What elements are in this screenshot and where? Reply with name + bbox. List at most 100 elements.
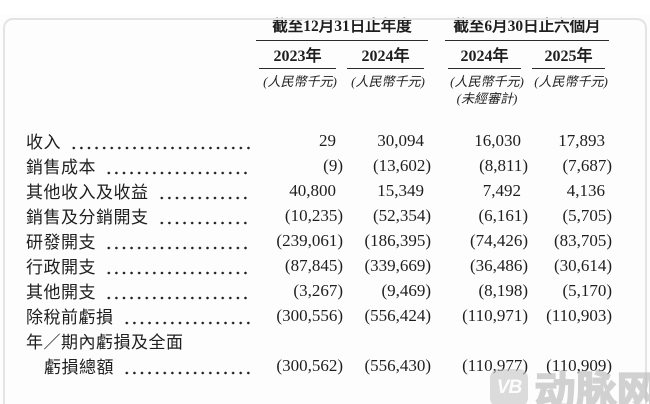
column-gap	[432, 90, 445, 107]
value-cell: (339,669)	[364, 255, 432, 275]
unaudited-note: (未經審計)	[456, 91, 518, 106]
row-label-cell: 銷售及分銷開支	[26, 203, 256, 228]
dot-leader	[105, 171, 250, 175]
value-cell: (9)	[323, 155, 343, 175]
table-row: 年／期內虧損及全面	[26, 328, 613, 353]
annual-period-title: 截至12月31日止年度	[256, 17, 429, 41]
value-cell	[256, 328, 344, 353]
value-cell: (186,395)	[364, 230, 432, 250]
year-header-2025: 2025年	[529, 41, 613, 69]
column-gap	[432, 278, 445, 303]
table-row: 虧損總額 (300,562) (556,430) (110,977) (110,909)	[26, 353, 613, 378]
dot-leader	[105, 271, 250, 275]
column-gap	[432, 178, 445, 203]
value-cell: (110,909)	[546, 355, 613, 375]
value-cell: 7,492	[482, 180, 522, 200]
unit-label: (人民幣千元)	[351, 74, 425, 89]
row-label-cell: 研發開支	[26, 228, 256, 253]
interim-period-title: 截至6月30日止六個月	[445, 17, 610, 41]
financial-summary-table: 截至12月31日止年度 截至6月30日止六個月 2023年 2024年 2024…	[26, 15, 613, 378]
value-cell: (3,267)	[293, 280, 343, 300]
dot-leader	[122, 321, 250, 325]
financial-table-page: 截至12月31日止年度 截至6月30日止六個月 2023年 2024年 2024…	[0, 15, 650, 404]
value-cell: (74,426)	[469, 230, 529, 250]
header-empty-cell	[529, 90, 613, 107]
dot-leader	[157, 221, 250, 225]
row-label: 年／期內虧損及全面	[26, 333, 184, 352]
value-cell: (300,562)	[276, 355, 343, 375]
row-label: 收入	[26, 133, 61, 152]
value-cell: (9,469)	[381, 280, 432, 300]
value-cell: (6,161)	[478, 205, 529, 225]
column-gap	[432, 253, 445, 278]
value-cell: (110,903)	[546, 305, 613, 325]
row-label: 研發開支	[26, 233, 96, 252]
value-cell: (300,556)	[276, 305, 343, 325]
row-label: 其他開支	[26, 283, 96, 302]
table-row: 銷售及分銷開支 (10,235) (52,354) (6,161) (5,705)	[26, 203, 613, 228]
table-row: 其他開支 (3,267) (9,469) (8,198) (5,170)	[26, 278, 613, 303]
value-cell	[344, 328, 432, 353]
value-cell: (52,354)	[372, 205, 432, 225]
table-body: 收入 29 30,094 16,030 17,893 銷售成本 (9) (13,602) (8,…	[26, 128, 613, 378]
table-row: 收入 29 30,094 16,030 17,893	[26, 128, 613, 153]
column-gap	[432, 228, 445, 253]
year-header-2024-interim: 2024年	[445, 41, 529, 69]
header-empty-cell	[26, 41, 256, 69]
dot-leader	[157, 196, 250, 200]
unit-label: (人民幣千元)	[534, 74, 608, 89]
value-cell: 30,094	[377, 130, 425, 150]
value-cell: (7,687)	[562, 155, 613, 175]
column-gap	[432, 353, 445, 378]
value-cell: (556,430)	[364, 355, 432, 375]
value-cell: (8,198)	[478, 280, 529, 300]
row-label-cell: 年／期內虧損及全面	[26, 328, 256, 353]
row-label-cell: 其他開支	[26, 278, 256, 303]
table-row: 除稅前虧損 (300,556) (556,424) (110,971) (110,903…	[26, 303, 613, 328]
year-header-row: 2023年 2024年 2024年 2025年	[26, 41, 613, 69]
column-gap	[432, 328, 445, 353]
value-cell: 29	[319, 130, 336, 150]
header-body-spacer	[26, 107, 613, 128]
interim-period-header-cell: 截至6月30日止六個月	[445, 15, 613, 41]
value-cell: (5,705)	[562, 205, 613, 225]
dot-leader	[123, 371, 250, 375]
value-cell: (110,977)	[462, 355, 529, 375]
column-gap	[432, 69, 445, 90]
value-cell: (87,845)	[284, 255, 343, 275]
header-empty-cell	[256, 90, 344, 107]
header-empty-cell	[344, 90, 432, 107]
value-cell	[445, 328, 529, 353]
row-label: 銷售及分銷開支	[26, 208, 149, 227]
year-header-2024-annual: 2024年	[344, 41, 432, 69]
value-cell: (556,424)	[364, 305, 432, 325]
value-cell: (239,061)	[276, 230, 343, 250]
column-gap	[432, 303, 445, 328]
row-label: 虧損總額	[44, 358, 114, 377]
row-label: 其他收入及收益	[26, 183, 149, 202]
value-cell: 15,349	[377, 180, 425, 200]
value-cell: (83,705)	[553, 230, 613, 250]
dot-leader	[105, 296, 250, 300]
row-label: 銷售成本	[26, 158, 96, 177]
row-label-cell: 收入	[26, 128, 256, 153]
column-gap	[432, 41, 445, 69]
value-cell: 4,136	[566, 180, 606, 200]
row-label-cell: 銷售成本	[26, 153, 256, 178]
unaudited-note-row: (未經審計)	[26, 90, 613, 107]
unit-label: (人民幣千元)	[450, 74, 524, 89]
header-empty-cell	[26, 15, 256, 41]
dot-leader	[105, 246, 250, 250]
value-cell: (110,971)	[462, 305, 529, 325]
row-label-cell: 行政開支	[26, 253, 256, 278]
unit-label: (人民幣千元)	[263, 74, 337, 89]
column-gap	[432, 203, 445, 228]
header-empty-cell	[26, 90, 256, 107]
column-gap	[432, 128, 445, 153]
period-group-header-row: 截至12月31日止年度 截至6月30日止六個月	[26, 15, 613, 41]
value-cell: 40,800	[289, 180, 336, 200]
table-row: 行政開支 (87,845) (339,669) (36,486) (30,614)	[26, 253, 613, 278]
value-cell: 17,893	[558, 130, 606, 150]
row-label-cell: 虧損總額	[26, 353, 256, 378]
table-row: 銷售成本 (9) (13,602) (8,811) (7,687)	[26, 153, 613, 178]
